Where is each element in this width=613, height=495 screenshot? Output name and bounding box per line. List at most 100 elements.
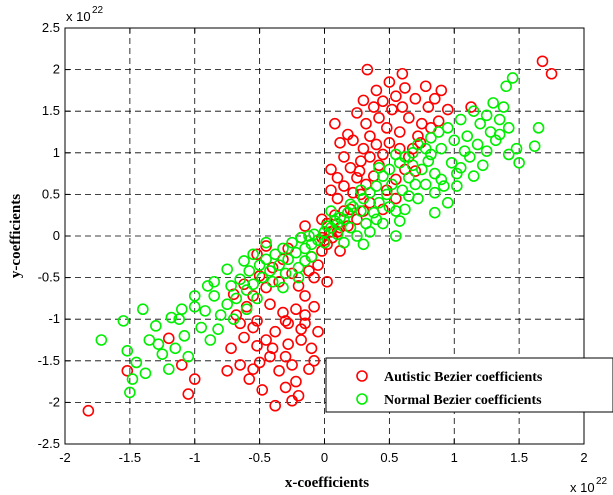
autistic-point xyxy=(279,315,292,327)
autistic-point xyxy=(545,67,558,80)
normal-point xyxy=(150,320,162,332)
autistic-point xyxy=(357,142,370,155)
autistic-point xyxy=(221,364,233,377)
normal-point xyxy=(277,281,289,294)
normal-point xyxy=(121,345,134,357)
autistic-point xyxy=(260,334,272,346)
autistic-point xyxy=(331,171,344,184)
autistic-point xyxy=(273,364,285,377)
normal-point xyxy=(163,363,175,375)
normal-point xyxy=(454,161,467,174)
normal-point xyxy=(380,188,393,201)
x-tick-label: 1 xyxy=(451,450,458,465)
normal-point xyxy=(247,248,259,261)
normal-point xyxy=(435,173,448,186)
autistic-point xyxy=(225,342,237,355)
normal-point xyxy=(124,386,136,399)
normal-point xyxy=(406,159,419,172)
normal-point xyxy=(312,234,324,246)
y-exponent-base: x 10 xyxy=(66,9,91,24)
normal-point xyxy=(143,334,156,346)
autistic-point xyxy=(396,101,409,113)
normal-point xyxy=(199,305,211,317)
normal-point xyxy=(247,278,259,291)
autistic-point xyxy=(409,165,422,177)
normal-point xyxy=(428,167,441,180)
legend-marker-normal xyxy=(356,393,368,405)
normal-point xyxy=(386,178,398,191)
autistic-point xyxy=(370,138,383,151)
autistic-point xyxy=(282,317,294,330)
normal-point xyxy=(344,198,357,211)
autistic-point xyxy=(282,338,294,350)
autistic-point xyxy=(264,298,276,311)
normal-point xyxy=(416,163,428,176)
y-tick-label: 2.5 xyxy=(42,20,60,35)
autistic-point xyxy=(295,334,307,346)
normal-point xyxy=(299,255,311,267)
y-tick-label: -1.5 xyxy=(38,353,60,368)
y-tick-label: -2.5 xyxy=(38,436,60,451)
normal-point xyxy=(502,122,515,134)
normal-point xyxy=(451,167,463,180)
y-tick-label: -2 xyxy=(48,394,60,409)
y-tick-label: 1 xyxy=(53,145,60,160)
normal-point xyxy=(208,290,221,302)
normal-point xyxy=(277,242,289,255)
autistic-point xyxy=(412,130,424,142)
autistic-point xyxy=(238,331,250,344)
autistic-point xyxy=(329,117,341,130)
autistic-point xyxy=(299,220,311,232)
autistic-point xyxy=(121,364,134,377)
normal-point xyxy=(214,309,227,321)
autistic-point xyxy=(269,399,281,412)
normal-point xyxy=(396,184,409,197)
normal-point xyxy=(156,348,169,360)
normal-point xyxy=(260,253,272,266)
normal-point xyxy=(355,205,367,217)
legend-label-autistic: Autistic Bezier coefficients xyxy=(384,370,543,385)
autistic-point xyxy=(393,142,406,155)
normal-point xyxy=(476,159,489,172)
normal-point xyxy=(221,263,233,276)
autistic-point xyxy=(380,122,393,134)
normal-point xyxy=(260,236,272,249)
x-exponent-base: x 10 xyxy=(570,480,595,495)
normal-point xyxy=(331,228,344,241)
autistic-point xyxy=(256,384,269,396)
autistic-point xyxy=(364,151,376,163)
autistic-point xyxy=(243,373,256,385)
normal-point xyxy=(182,350,195,363)
y-tick-label: 2 xyxy=(53,62,60,77)
normal-point xyxy=(240,303,253,316)
autistic-point xyxy=(299,290,311,302)
normal-point xyxy=(467,105,480,117)
normal-point xyxy=(234,273,246,286)
autistic-point xyxy=(432,115,445,127)
autistic-point xyxy=(251,248,263,261)
autistic-point xyxy=(286,394,298,407)
normal-point xyxy=(432,126,445,138)
autistic-point xyxy=(82,404,95,417)
normal-point xyxy=(435,142,448,155)
x-tick-label: -1 xyxy=(189,450,201,465)
normal-point xyxy=(325,205,337,217)
normal-point xyxy=(393,215,406,227)
normal-point xyxy=(318,236,331,249)
normal-point xyxy=(513,156,525,169)
normal-point xyxy=(368,206,380,219)
autistic-point xyxy=(399,82,411,94)
normal-point xyxy=(428,186,441,199)
data-points xyxy=(82,55,558,417)
normal-point xyxy=(208,275,221,288)
normal-point xyxy=(137,303,149,316)
autistic-point xyxy=(422,101,435,113)
normal-point xyxy=(419,178,432,191)
autistic-point xyxy=(260,281,272,294)
autistic-point xyxy=(377,148,389,161)
autistic-point xyxy=(383,76,396,88)
y-tick-label: -1 xyxy=(48,311,60,326)
normal-point xyxy=(441,196,454,209)
normal-point xyxy=(461,130,474,142)
autistic-point xyxy=(290,375,302,388)
